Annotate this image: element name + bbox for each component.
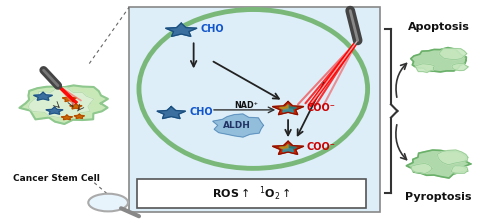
Polygon shape	[439, 49, 466, 60]
Polygon shape	[34, 92, 52, 100]
Text: ROS$\uparrow$  $^1$O$_2$$\uparrow$: ROS$\uparrow$ $^1$O$_2$$\uparrow$	[212, 184, 291, 203]
Text: COO⁻: COO⁻	[307, 103, 336, 113]
Polygon shape	[212, 114, 264, 137]
Polygon shape	[28, 88, 94, 117]
Polygon shape	[438, 150, 468, 165]
Polygon shape	[157, 107, 186, 119]
Circle shape	[88, 194, 128, 211]
Polygon shape	[272, 141, 304, 154]
Text: Cancer Stem Cell: Cancer Stem Cell	[12, 174, 100, 183]
Polygon shape	[62, 95, 76, 101]
Polygon shape	[406, 150, 470, 178]
Polygon shape	[272, 101, 304, 115]
Text: CHO: CHO	[200, 24, 224, 34]
Polygon shape	[411, 163, 432, 174]
Polygon shape	[415, 64, 434, 72]
Polygon shape	[283, 109, 294, 112]
Polygon shape	[46, 107, 63, 114]
Text: ALDH: ALDH	[224, 121, 252, 130]
Polygon shape	[20, 85, 108, 124]
Text: NAD⁺: NAD⁺	[234, 101, 258, 110]
Polygon shape	[451, 166, 468, 173]
Polygon shape	[280, 145, 288, 149]
Polygon shape	[166, 23, 197, 36]
Polygon shape	[74, 114, 85, 119]
Polygon shape	[280, 145, 296, 152]
Polygon shape	[411, 48, 467, 72]
Text: COO⁻: COO⁻	[307, 142, 336, 152]
Polygon shape	[452, 63, 468, 71]
Text: Apoptosis: Apoptosis	[408, 22, 470, 32]
Polygon shape	[283, 149, 294, 152]
Text: CHO: CHO	[189, 107, 213, 117]
FancyBboxPatch shape	[129, 7, 380, 212]
Polygon shape	[280, 105, 288, 109]
Polygon shape	[70, 104, 82, 109]
Polygon shape	[280, 105, 296, 112]
FancyBboxPatch shape	[138, 179, 366, 208]
Polygon shape	[61, 115, 72, 120]
Text: Pyroptosis: Pyroptosis	[406, 192, 472, 202]
